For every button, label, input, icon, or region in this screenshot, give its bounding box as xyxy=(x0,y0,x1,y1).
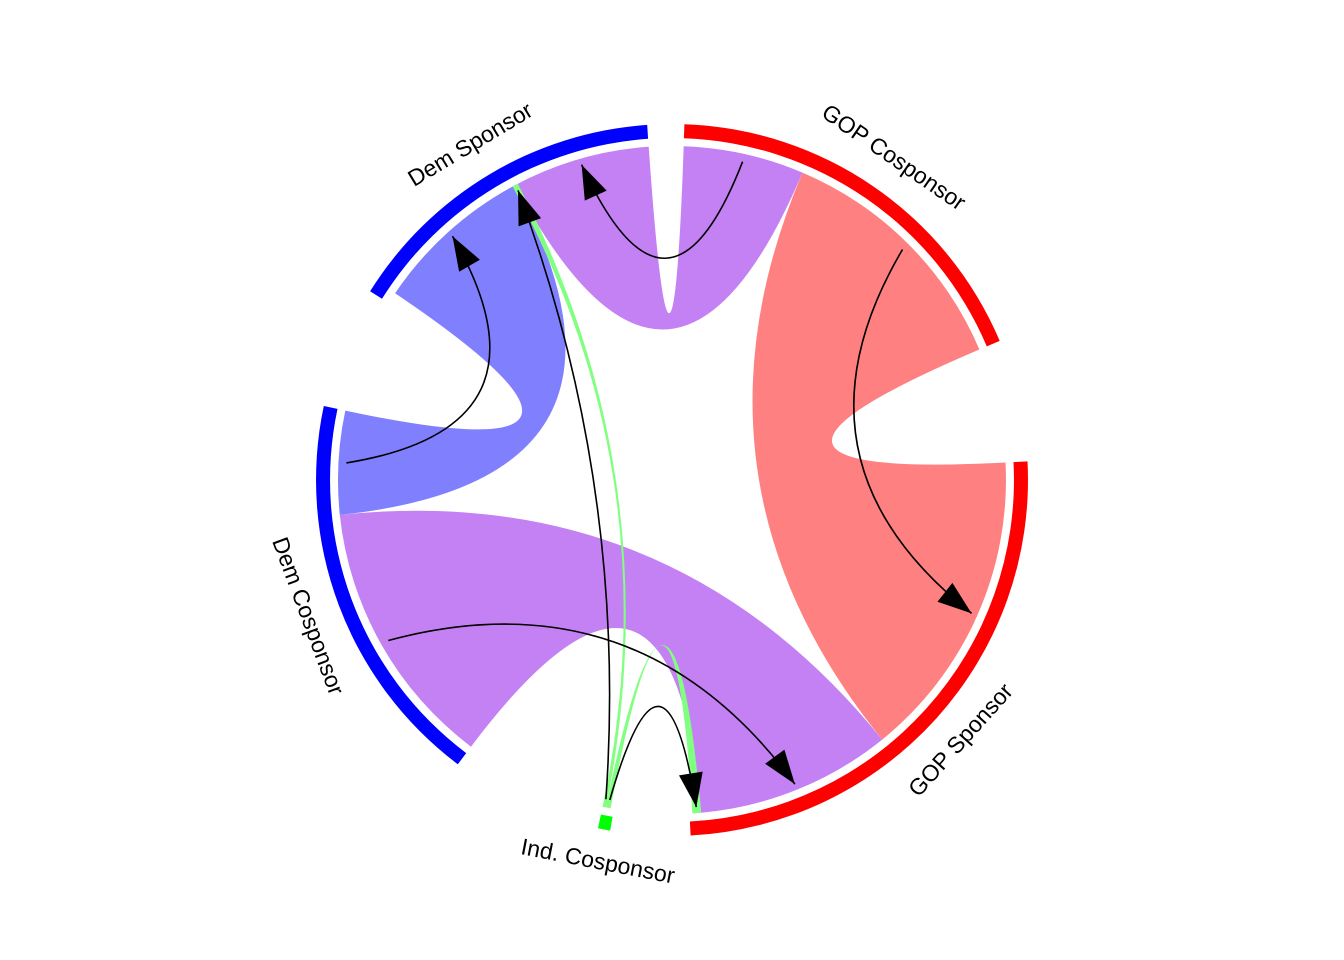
arrowhead-dem-sponsor-from-gop xyxy=(581,164,607,201)
sector-track-gop-cosponsor xyxy=(683,124,1000,347)
link-line-dem-cosponsor-to-dem-sponsor xyxy=(346,235,491,464)
link-lines-layer xyxy=(346,161,973,808)
sector-label-ind-cosponsor: Ind. Cosponsor xyxy=(519,833,677,888)
arrowhead-gop-sponsor-from-ind xyxy=(679,771,703,808)
arrowhead-dem-sponsor-from-ind xyxy=(518,190,542,227)
ribbon-dem-cosponsor-to-dem-sponsor xyxy=(337,185,566,515)
ribbon-ind-cosponsor-to-dem-sponsor xyxy=(512,183,626,808)
ribbons-layer xyxy=(337,146,1006,814)
link-line-ind-cosponsor-to-gop-sponsor xyxy=(609,705,698,808)
sector-track-ind-cosponsor xyxy=(598,814,613,831)
sector-label-dem-sponsor: Dem Sponsor xyxy=(403,97,537,192)
link-line-ind-cosponsor-to-dem-sponsor xyxy=(517,190,611,800)
ribbon-dem-cosponsor-to-gop-sponsor xyxy=(339,510,883,813)
arrowhead-gop-sponsor xyxy=(937,582,972,614)
link-line-gop-cosponsor-to-dem-sponsor xyxy=(580,161,744,259)
arrowheads-layer xyxy=(452,164,972,808)
sector-tracks-layer xyxy=(316,124,1028,836)
link-line-dem-cosponsor-to-gop-sponsor xyxy=(388,623,796,785)
arrowhead-gop-sponsor-from-dem xyxy=(765,749,795,785)
sector-track-dem-cosponsor xyxy=(316,406,467,765)
arrowhead-dem-sponsor-from-dem xyxy=(452,236,480,272)
link-line-gop-cosponsor-to-gop-sponsor xyxy=(853,249,973,615)
